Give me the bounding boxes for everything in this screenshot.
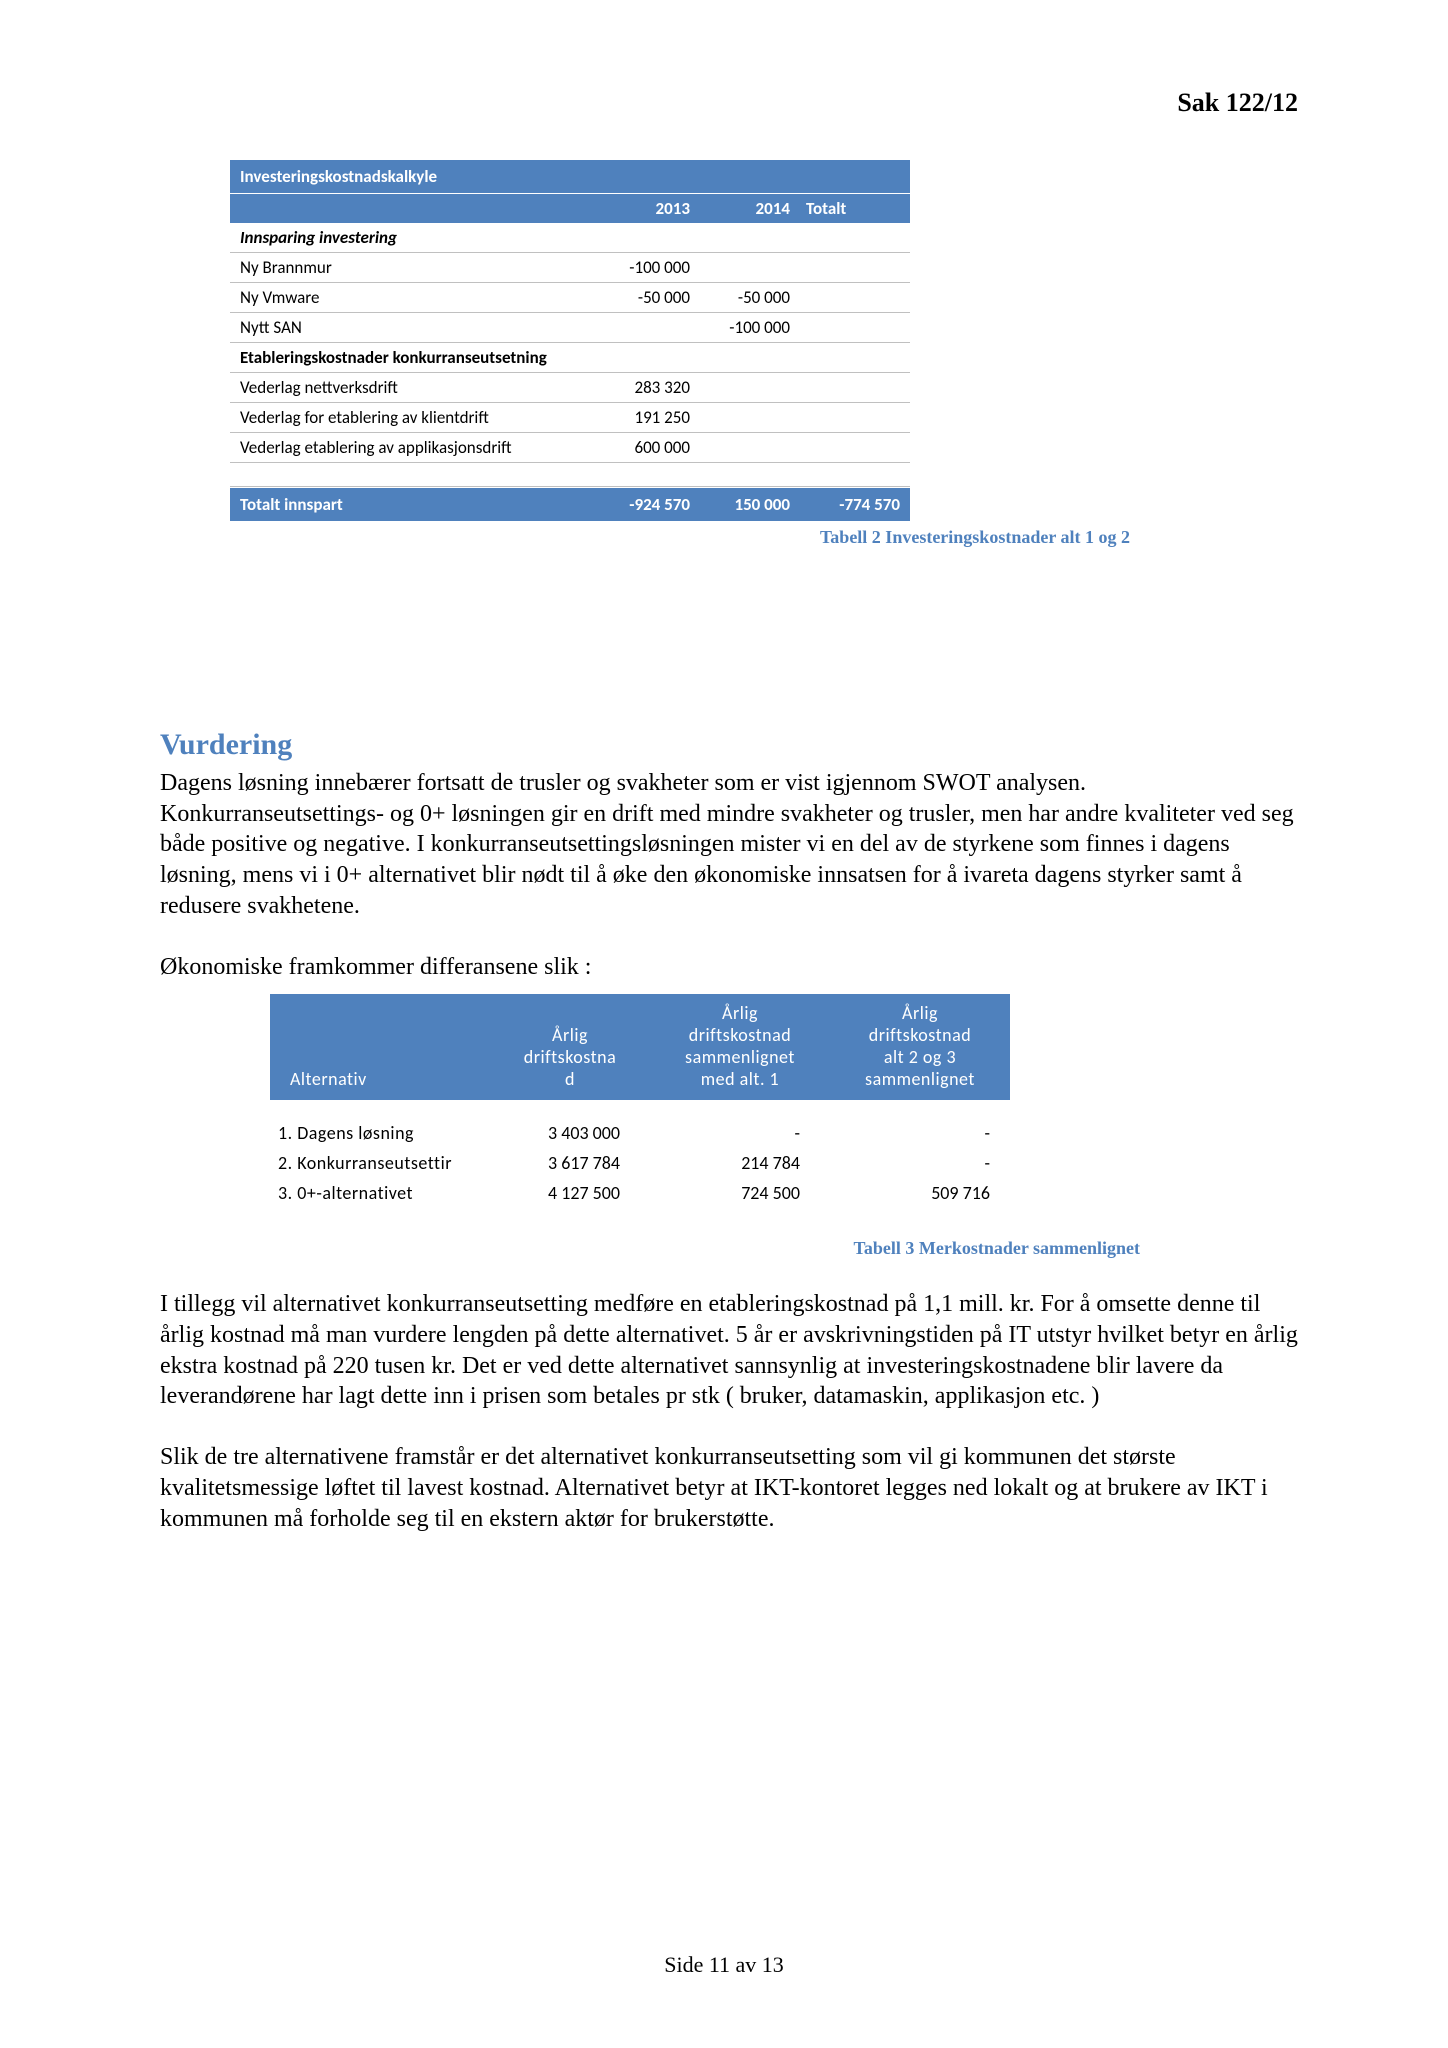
table-investeringskostnad: Investeringskostnadskalkyle 2013 2014 To… xyxy=(230,160,910,521)
row-label: Vederlag nettverksdrift xyxy=(230,377,600,398)
section-label: Etableringskostnader konkurranseutsetnin… xyxy=(230,347,600,368)
table1-header-2013: 2013 xyxy=(600,198,700,219)
row-val: 191 250 xyxy=(600,407,700,428)
table2-h-driftskostnad: Årlig driftskostna d xyxy=(490,1002,650,1090)
section-heading-vurdering: Vurdering xyxy=(160,728,1298,762)
table1-header-empty xyxy=(230,198,600,219)
table-row: 2. Konkurranseutsettir 3 617 784 214 784… xyxy=(270,1148,1010,1178)
row-val: 214 784 xyxy=(650,1152,830,1174)
table1-caption: Tabell 2 Investeringskostnader alt 1 og … xyxy=(230,527,1130,548)
table2-header-row: Alternativ Årlig driftskostna d Årlig dr… xyxy=(270,994,1010,1100)
table1-section-innsparing: Innsparing investering xyxy=(230,223,910,253)
row-label: Ny Brannmur xyxy=(230,257,600,278)
page: Sak 122/12 Investeringskostnadskalkyle 2… xyxy=(0,0,1448,2048)
row-val xyxy=(800,407,910,428)
table1-title: Investeringskostnadskalkyle xyxy=(230,160,910,194)
row-val: -100 000 xyxy=(600,257,700,278)
table-row: Nytt SAN -100 000 xyxy=(230,313,910,343)
row-label: 1. Dagens løsning xyxy=(270,1122,490,1144)
row-val: 3 617 784 xyxy=(490,1152,650,1174)
row-val xyxy=(800,377,910,398)
footer-val: 150 000 xyxy=(700,494,800,515)
table1-footer: Totalt innspart -924 570 150 000 -774 57… xyxy=(230,488,910,521)
row-val xyxy=(700,257,800,278)
row-label: Vederlag for etablering av klientdrift xyxy=(230,407,600,428)
case-id: Sak 122/12 xyxy=(1177,88,1298,118)
row-label: Vederlag etablering av applikasjonsdrift xyxy=(230,437,600,458)
row-val xyxy=(800,437,910,458)
row-val: - xyxy=(650,1122,830,1144)
row-val: -100 000 xyxy=(700,317,800,338)
row-val xyxy=(700,437,800,458)
page-footer: Side 11 av 13 xyxy=(0,1952,1448,1978)
row-val xyxy=(600,317,700,338)
table-row: Ny Brannmur -100 000 xyxy=(230,253,910,283)
table-row-empty xyxy=(230,463,910,487)
row-val: - xyxy=(830,1122,1010,1144)
row-val: 4 127 500 xyxy=(490,1182,650,1204)
table-row: Vederlag etablering av applikasjonsdrift… xyxy=(230,433,910,463)
paragraph-1: Dagens løsning innebærer fortsatt de tru… xyxy=(160,768,1298,922)
row-val: 724 500 xyxy=(650,1182,830,1204)
table1-section-etablering: Etableringskostnader konkurranseutsetnin… xyxy=(230,343,910,373)
table2-gap xyxy=(270,1100,1010,1118)
row-val xyxy=(700,377,800,398)
table1-header-row: 2013 2014 Totalt xyxy=(230,194,910,223)
footer-val: -924 570 xyxy=(600,494,700,515)
row-label: Nytt SAN xyxy=(230,317,600,338)
section-label: Innsparing investering xyxy=(230,227,600,248)
table-row: Vederlag for etablering av klientdrift 1… xyxy=(230,403,910,433)
row-val xyxy=(800,317,910,338)
row-val: 3 403 000 xyxy=(490,1122,650,1144)
row-val: -50 000 xyxy=(600,287,700,308)
row-val: 600 000 xyxy=(600,437,700,458)
table1-header-totalt: Totalt xyxy=(800,198,910,219)
row-val: - xyxy=(830,1152,1010,1174)
table-merkostnader: Alternativ Årlig driftskostna d Årlig dr… xyxy=(270,994,1010,1208)
table2-caption: Tabell 3 Merkostnader sammenlignet xyxy=(270,1238,1140,1259)
table-row: 1. Dagens løsning 3 403 000 - - xyxy=(270,1118,1010,1148)
row-val xyxy=(800,257,910,278)
table2-h-sammenlignet-alt23: Årlig driftskostnad alt 2 og 3 sammenlig… xyxy=(830,1002,1010,1090)
row-label: Ny Vmware xyxy=(230,287,600,308)
footer-label: Totalt innspart xyxy=(230,494,600,515)
row-val xyxy=(700,407,800,428)
row-val: -50 000 xyxy=(700,287,800,308)
table-row: 3. 0+-alternativet 4 127 500 724 500 509… xyxy=(270,1178,1010,1208)
paragraph-2: Økonomiske framkommer differansene slik … xyxy=(160,952,1298,983)
paragraph-3: I tillegg vil alternativet konkurranseut… xyxy=(160,1289,1298,1412)
table-row: Vederlag nettverksdrift 283 320 xyxy=(230,373,910,403)
table2-h-sammenlignet-alt1: Årlig driftskostnad sammenlignet med alt… xyxy=(650,1002,830,1090)
row-val: 509 716 xyxy=(830,1182,1010,1204)
row-val: 283 320 xyxy=(600,377,700,398)
table-row: Ny Vmware -50 000 -50 000 xyxy=(230,283,910,313)
table2-h-alternativ: Alternativ xyxy=(270,1002,490,1090)
footer-val: -774 570 xyxy=(800,494,910,515)
row-label: 3. 0+-alternativet xyxy=(270,1182,490,1204)
row-val xyxy=(800,287,910,308)
table1-header-2014: 2014 xyxy=(700,198,800,219)
paragraph-4: Slik de tre alternativene framstår er de… xyxy=(160,1442,1298,1534)
row-label: 2. Konkurranseutsettir xyxy=(270,1152,490,1174)
